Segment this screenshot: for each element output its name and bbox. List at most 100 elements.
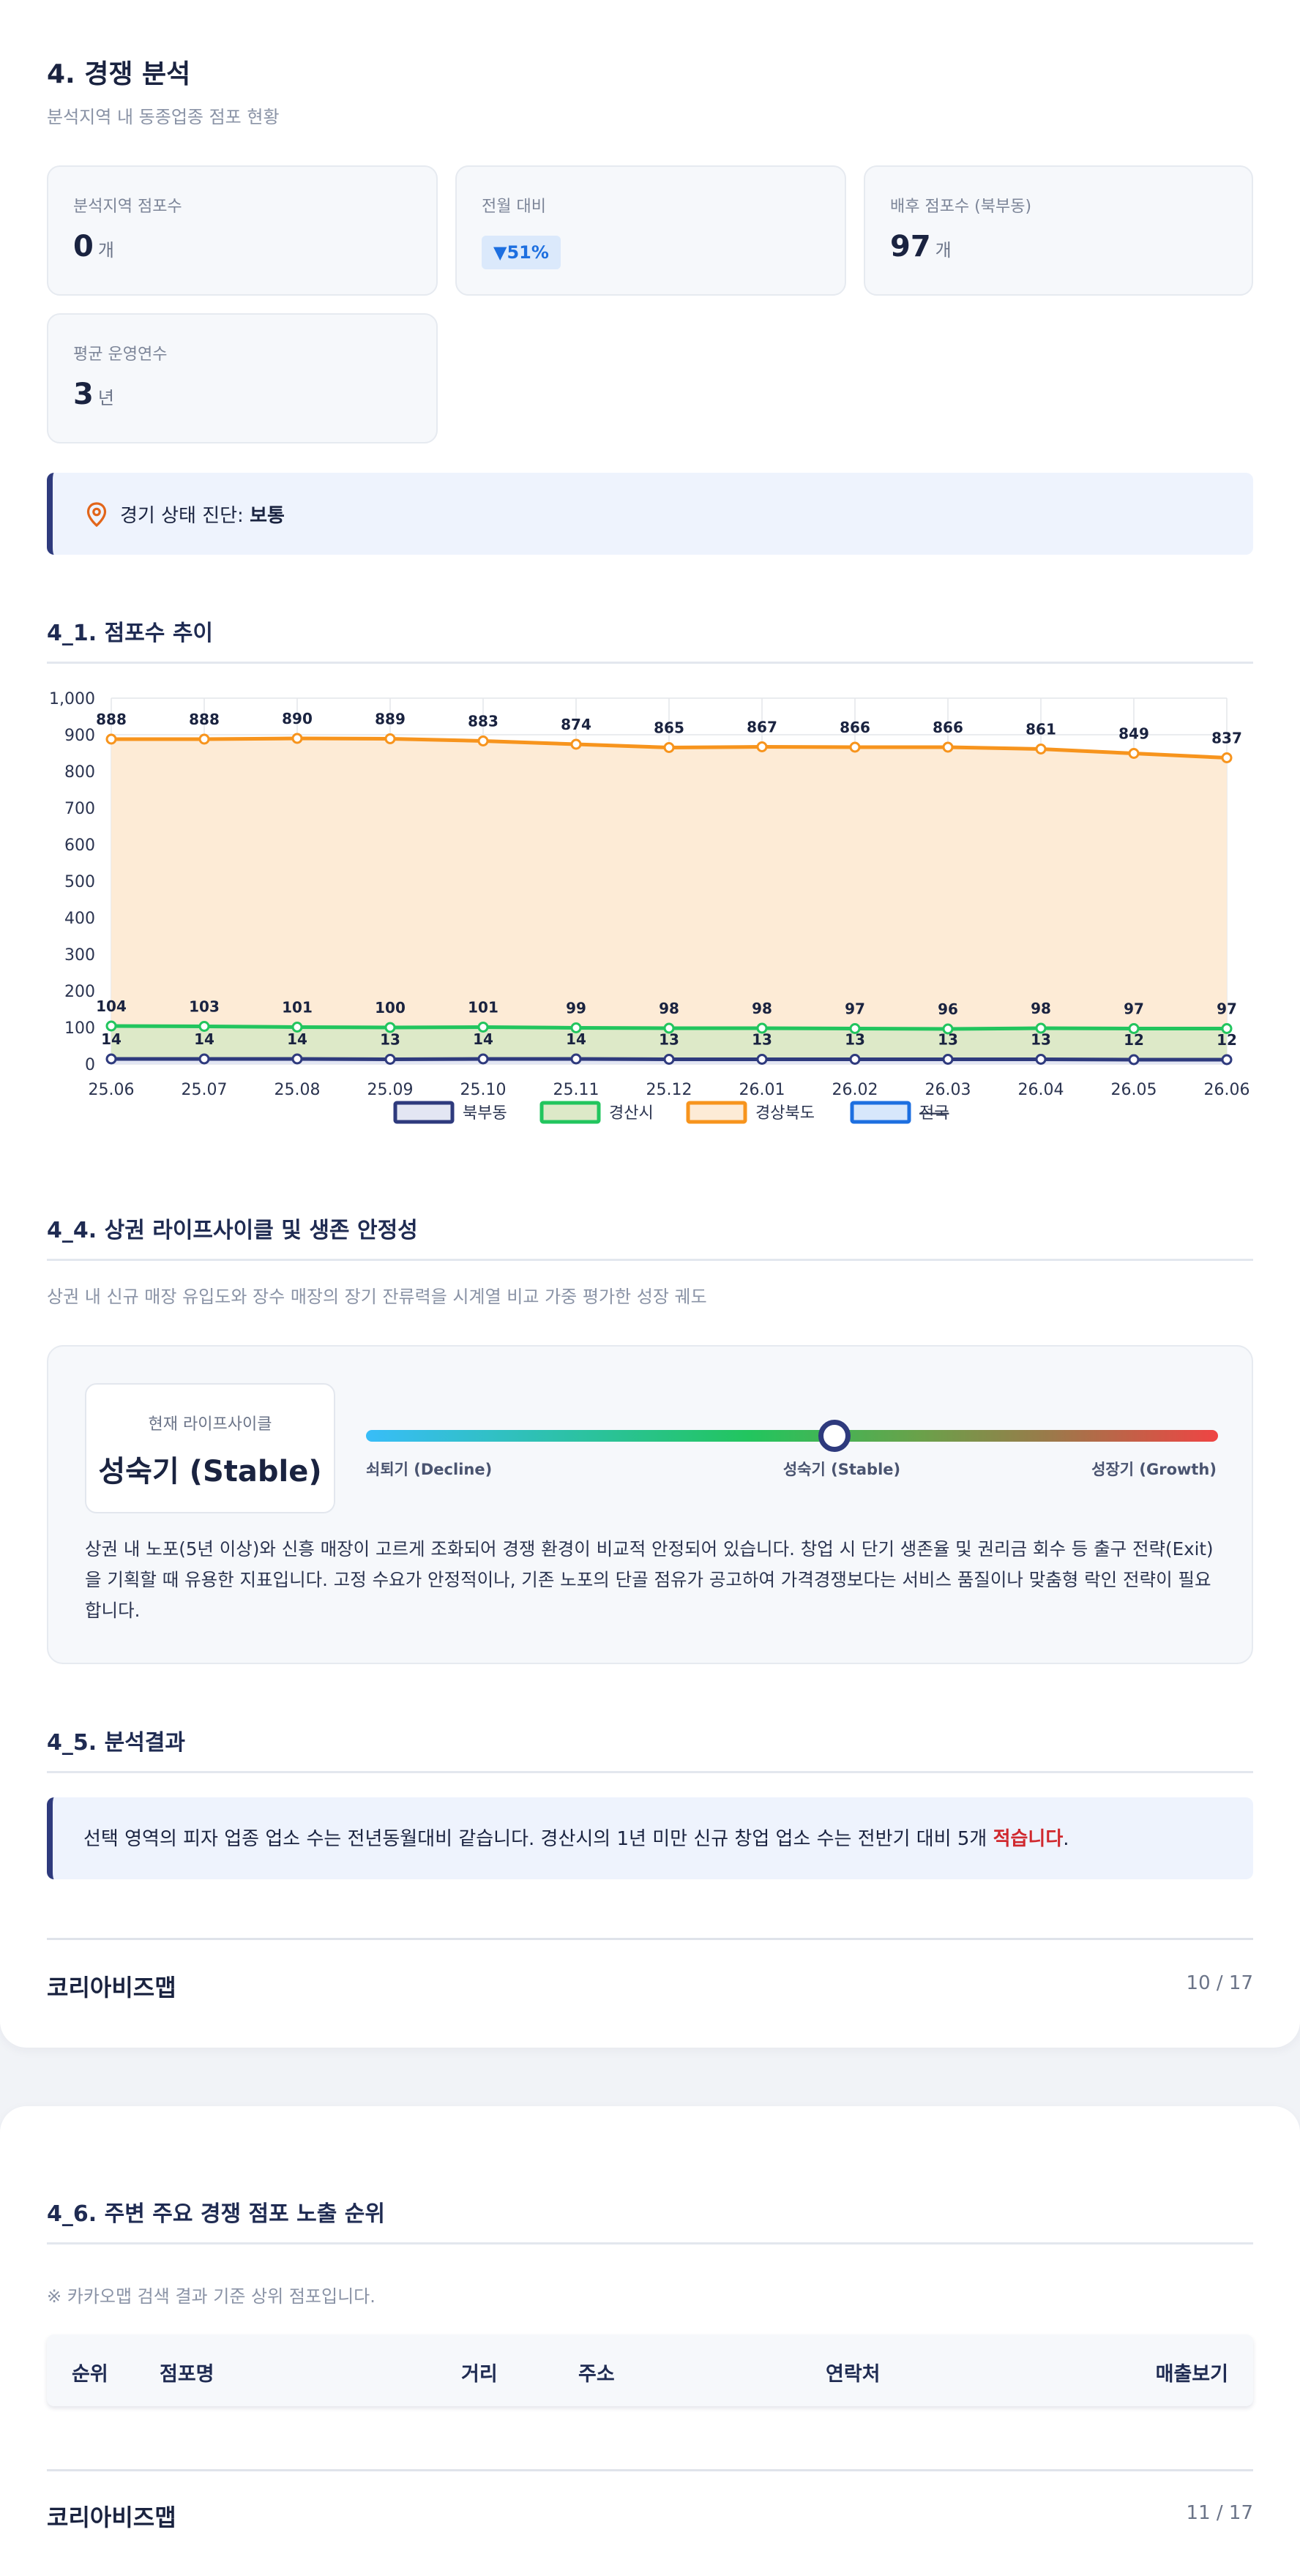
stat-label: 분석지역 점포수 xyxy=(73,198,182,216)
ranking-title: 4_6. 주변 주요 경쟁 점포 노출 순위 xyxy=(47,2195,1253,2244)
page-number: 11 / 17 xyxy=(1186,2502,1253,2524)
scale-label-stable: 성숙기 (Stable) xyxy=(782,1461,901,1478)
y-tick-label: 500 xyxy=(64,873,95,891)
data-point xyxy=(384,1054,396,1065)
data-label: 13 xyxy=(752,1031,772,1049)
data-label: 98 xyxy=(659,1000,679,1017)
data-label: 98 xyxy=(752,1000,772,1017)
y-tick-label: 0 xyxy=(85,1056,95,1074)
lifecycle-panel: 현재 라이프사이클 성숙기 (Stable) 쇠퇴기 (Decline) 성숙기… xyxy=(47,1345,1253,1664)
page-footer: 코리아비즈맵 10 / 17 xyxy=(47,1938,1253,2002)
data-label: 98 xyxy=(1031,1000,1051,1017)
x-tick-label: 25.11 xyxy=(553,1081,599,1099)
data-label: 837 xyxy=(1211,730,1242,747)
stat-value: 97 개 xyxy=(890,230,952,263)
data-label: 13 xyxy=(380,1031,400,1049)
y-tick-label: 200 xyxy=(64,983,95,1001)
data-point xyxy=(570,1053,582,1065)
result-title: 4_5. 분석결과 xyxy=(47,1724,1253,1773)
x-tick-label: 25.12 xyxy=(646,1081,692,1099)
scale-label-growth: 성장기 (Growth) xyxy=(1091,1461,1217,1478)
lifecycle-body-text: 상권 내 노포(5년 이상)와 신흥 매장이 고르게 조화되어 경쟁 환경이 비… xyxy=(85,1538,1214,1621)
data-label: 883 xyxy=(468,713,498,730)
stat-label: 평균 운영연수 xyxy=(73,345,168,364)
x-tick-label: 25.10 xyxy=(460,1081,507,1099)
lifecycle-gauge-bar xyxy=(366,1420,1218,1452)
page-number: 10 / 17 xyxy=(1186,1972,1253,1994)
trend-title: 4_1. 점포수 추이 xyxy=(47,615,1253,664)
data-point xyxy=(1035,744,1047,755)
data-point xyxy=(663,742,675,753)
data-point xyxy=(1221,752,1233,763)
section-subtitle: 분석지역 내 동종업종 점포 현황 xyxy=(47,107,280,127)
ranking-note: ※ 카카오맵 검색 결과 기준 상위 점포입니다. xyxy=(47,2286,376,2307)
data-label: 866 xyxy=(840,719,870,736)
data-point xyxy=(849,1054,861,1065)
lifecycle-desc: 상권 내 신규 매장 유입도와 장수 매장의 장기 잔류력을 시계열 비교 가중… xyxy=(47,1287,707,1307)
data-point xyxy=(942,741,954,753)
y-tick-label: 700 xyxy=(64,800,95,818)
data-label: 101 xyxy=(282,999,313,1016)
data-label: 14 xyxy=(473,1030,493,1048)
data-point xyxy=(105,1053,117,1065)
legend-label: 북부동 xyxy=(463,1104,507,1123)
x-tick-label: 26.03 xyxy=(925,1081,971,1099)
page-footer: 코리아비즈맵 11 / 17 xyxy=(47,2469,1253,2531)
store-trend-chart: 0 100 200 300 400 500 600 700 800 900 1,000 25.06 25… xyxy=(49,690,1250,1124)
data-point xyxy=(570,738,582,750)
data-label: 861 xyxy=(1026,721,1056,738)
stat-card-hinterland-count: 배후 점포수 (북부동) 97 개 xyxy=(864,165,1253,296)
data-label: 14 xyxy=(287,1030,307,1048)
data-point xyxy=(384,1022,396,1033)
y-tick-label: 600 xyxy=(64,836,95,855)
data-point xyxy=(1035,1022,1047,1034)
data-point xyxy=(1128,1054,1140,1066)
x-tick-label: 25.09 xyxy=(367,1081,414,1099)
result-emphasis: 적습니다 xyxy=(993,1828,1064,1850)
data-label: 889 xyxy=(375,711,406,728)
legend-label: 전국 xyxy=(919,1104,949,1123)
result-notice: 선택 영역의 피자 업종 업소 수는 전년동월대비 같습니다. 경산시의 1년 … xyxy=(47,1797,1253,1879)
legend-label: 경상북도 xyxy=(755,1104,815,1123)
y-tick-label: 800 xyxy=(64,763,95,782)
current-lifecycle-value: 성숙기 (Stable) xyxy=(98,1455,322,1489)
x-tick-label: 26.05 xyxy=(1111,1081,1157,1099)
x-tick-label: 26.06 xyxy=(1204,1081,1250,1099)
data-point xyxy=(663,1022,675,1034)
data-label: 849 xyxy=(1118,725,1149,743)
col-store-name: 점포명 xyxy=(160,2363,214,2386)
data-label: 14 xyxy=(566,1030,586,1048)
col-contact: 연락처 xyxy=(826,2363,881,2386)
data-point xyxy=(756,1054,768,1065)
diagnosis-text: 경기 상태 진단: 보통 xyxy=(120,505,285,527)
diagnosis-notice: 경기 상태 진단: 보통 xyxy=(47,473,1253,555)
data-point xyxy=(756,1022,768,1034)
data-point xyxy=(105,733,117,745)
col-distance: 거리 xyxy=(461,2363,498,2386)
y-tick-label: 400 xyxy=(64,910,95,928)
legend-swatch xyxy=(850,1101,911,1124)
legend-swatch xyxy=(393,1101,455,1124)
data-label: 96 xyxy=(938,1000,958,1018)
legend-swatch xyxy=(539,1101,601,1124)
col-address: 주소 xyxy=(578,2363,615,2386)
data-point xyxy=(756,741,768,752)
report-page-11: 4_6. 주변 주요 경쟁 점포 노출 순위 ※ 카카오맵 검색 결과 기준 상… xyxy=(0,2106,1300,2576)
data-label: 104 xyxy=(96,997,127,1015)
data-point xyxy=(198,733,210,745)
data-label: 888 xyxy=(189,711,220,728)
legend-label: 경산시 xyxy=(609,1104,654,1123)
ranking-table-header: 순위 점포명 거리 주소 연락처 매출보기 xyxy=(47,2334,1253,2406)
data-point xyxy=(1128,1023,1140,1034)
x-tick-label: 26.04 xyxy=(1018,1081,1064,1099)
data-label: 97 xyxy=(1124,1000,1144,1018)
data-label: 867 xyxy=(747,719,777,736)
data-point xyxy=(1221,1023,1233,1034)
change-badge: ▼51% xyxy=(482,236,561,269)
current-lifecycle-label: 현재 라이프사이클 xyxy=(148,1415,272,1434)
stat-card-month-change: 전월 대비 ▼51% xyxy=(455,165,846,296)
lifecycle-title: 4_4. 상권 라이프사이클 및 생존 안정성 xyxy=(47,1212,1253,1261)
data-label: 13 xyxy=(938,1031,958,1049)
data-point xyxy=(291,1022,303,1033)
